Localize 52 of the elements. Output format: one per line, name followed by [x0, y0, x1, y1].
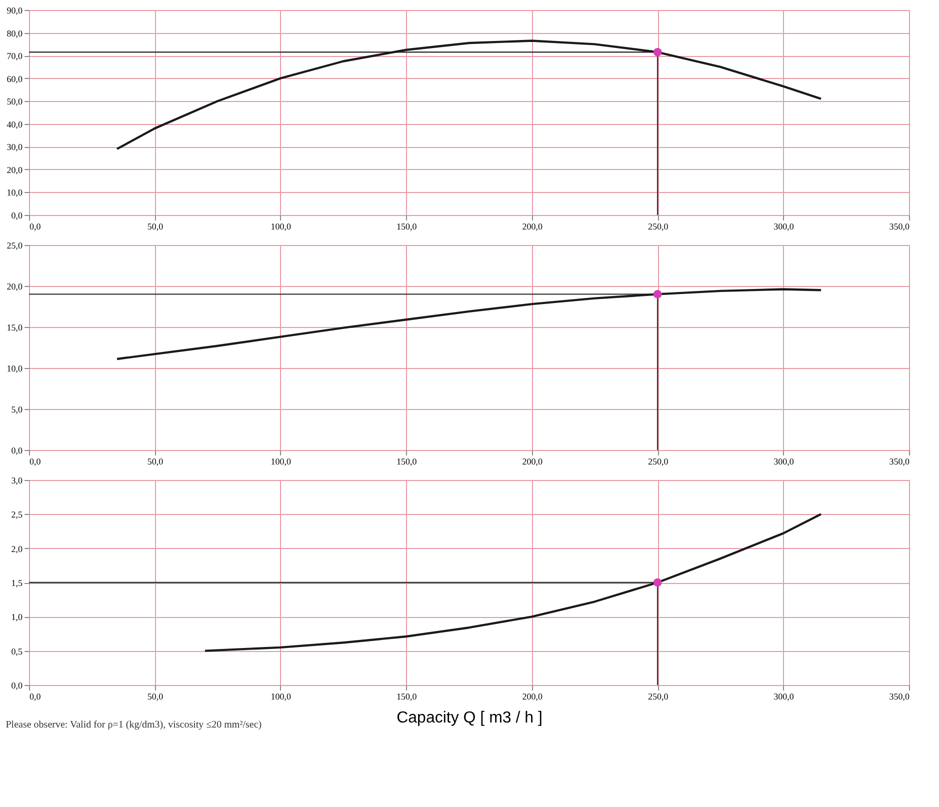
- x-tick-label: 150,0: [396, 222, 418, 232]
- y-tick-label: 2,0: [11, 544, 23, 554]
- x-tick-label: 200,0: [522, 692, 543, 702]
- y-tick-label: 1,5: [11, 578, 23, 588]
- y-tick-label: 10,0: [6, 188, 23, 198]
- y-tick-label: 0,0: [11, 446, 23, 456]
- y-tick-label: 5,0: [11, 404, 23, 414]
- x-tick-label: 0,0: [30, 692, 42, 702]
- x-tick-label: 200,0: [522, 222, 543, 232]
- line-series: [204, 513, 822, 652]
- x-tick-label: 250,0: [648, 222, 669, 232]
- y-tick-label: 30,0: [6, 142, 23, 152]
- x-tick-label: 0,0: [30, 222, 42, 232]
- y-tick-label: 25,0: [6, 240, 23, 250]
- x-tick-label: 150,0: [396, 692, 418, 702]
- y-tick-label: 3,0: [11, 476, 23, 486]
- y-tick-label: 20,0: [6, 164, 23, 175]
- x-tick-label: 300,0: [774, 456, 794, 466]
- y-tick-label: 10,0: [6, 364, 23, 374]
- y-tick-label: 50,0: [6, 96, 23, 107]
- y-tick-label: 0,0: [11, 210, 23, 220]
- line-series: [116, 288, 822, 360]
- y-tick-label: 60,0: [6, 74, 23, 84]
- y-tick-label: 15,0: [6, 322, 23, 332]
- x-tick-label: 50,0: [147, 692, 164, 702]
- y-tick-label: 1,0: [11, 612, 23, 622]
- x-tick-label: 250,0: [648, 692, 669, 702]
- x-tick-label: 200,0: [522, 456, 543, 466]
- x-tick-label: 150,0: [396, 456, 418, 466]
- y-tick-label: 40,0: [6, 119, 23, 130]
- x-tick-label: 250,0: [648, 456, 669, 466]
- y-tick-label: 20,0: [6, 282, 23, 292]
- x-tick-label: 100,0: [270, 456, 292, 466]
- x-axis-title: Capacity Q [ m3 / h ]: [396, 710, 542, 726]
- x-tick-label: 50,0: [147, 222, 164, 232]
- y-tick-label: 90,0: [6, 6, 23, 16]
- y-tick-label: 70,0: [6, 51, 23, 62]
- x-tick-label: 100,0: [270, 222, 292, 232]
- x-tick-label: 350,0: [889, 692, 910, 702]
- y-tick-label: 2,5: [11, 510, 23, 520]
- y-tick-label: 80,0: [6, 28, 23, 38]
- x-tick-label: 300,0: [774, 692, 794, 702]
- line-series: [116, 40, 822, 150]
- x-tick-label: 350,0: [889, 456, 910, 466]
- x-tick-label: 350,0: [889, 222, 910, 232]
- x-tick-label: 100,0: [270, 692, 292, 702]
- y-tick-label: 0,5: [11, 646, 23, 656]
- text: Please observe: Valid for ρ=1 (kg/dm3), viscosity ≤20 mm²/sec): [6, 720, 262, 730]
- x-tick-label: 300,0: [774, 222, 794, 232]
- y-tick-label: 0,0: [11, 680, 23, 690]
- x-tick-label: 50,0: [147, 456, 164, 466]
- x-tick-label: 0,0: [30, 456, 42, 466]
